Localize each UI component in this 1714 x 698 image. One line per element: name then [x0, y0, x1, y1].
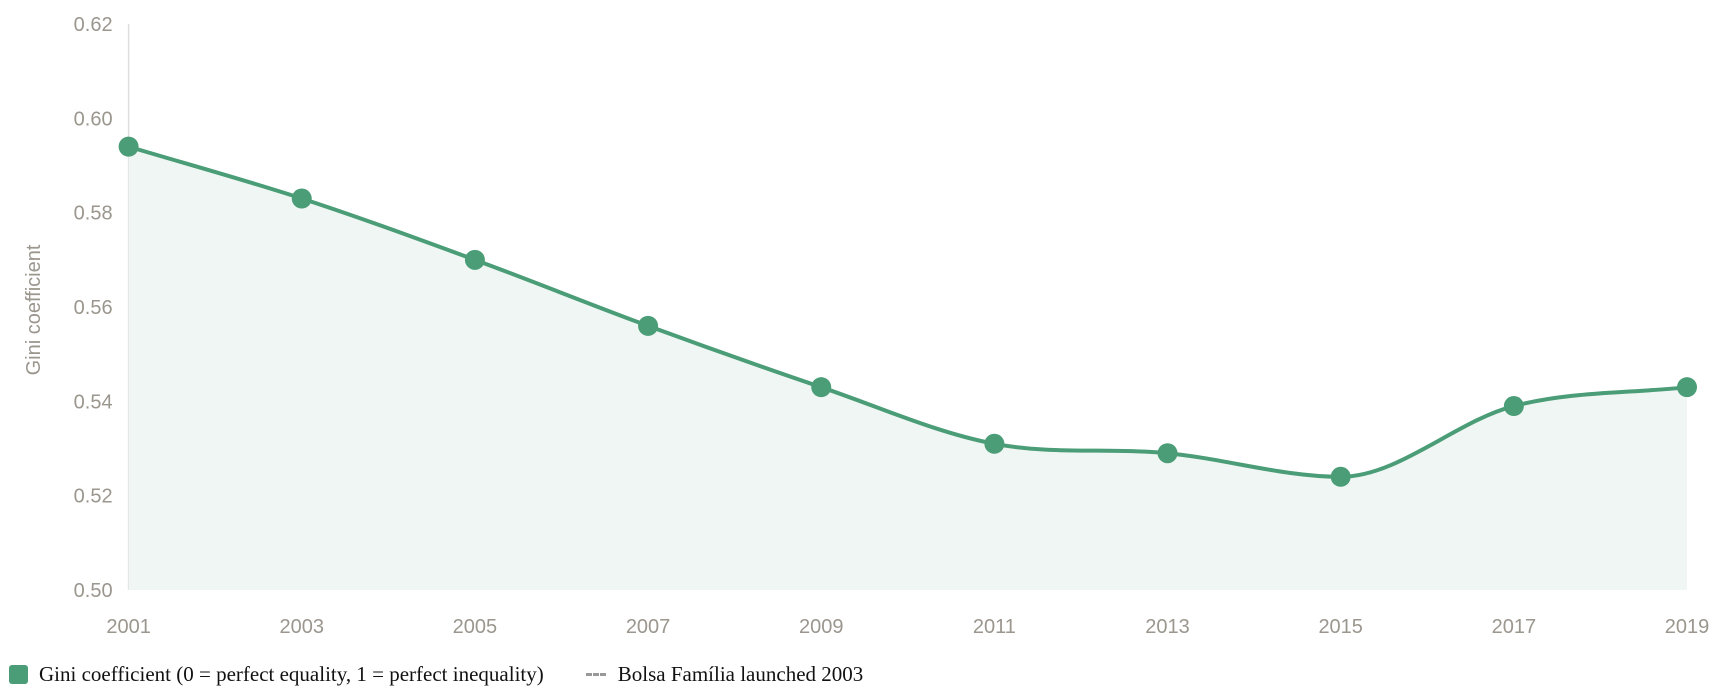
y-tick-label: 0.58: [74, 203, 113, 225]
data-point: [1330, 466, 1351, 487]
y-axis-label: Gini coefficient: [23, 244, 45, 375]
x-tick-label: 2017: [1492, 616, 1537, 638]
x-tick-label: 2007: [626, 616, 671, 638]
data-point: [638, 315, 659, 336]
data-point: [291, 188, 312, 209]
x-tick-label: 2015: [1318, 616, 1363, 638]
data-point: [1157, 443, 1178, 464]
legend: Gini coefficient (0 = perfect equality, …: [9, 662, 905, 687]
series-line: [128, 144, 1688, 479]
y-tick-label: 0.62: [74, 14, 113, 36]
data-point: [1677, 377, 1697, 398]
y-tick-label: 0.56: [74, 297, 113, 319]
area-fill: [128, 146, 1688, 590]
y-tick-label: 0.52: [74, 486, 113, 508]
y-tick-label: 0.54: [74, 391, 113, 413]
data-point: [984, 433, 1005, 454]
legend-item-gini[interactable]: Gini coefficient (0 = perfect equality, …: [9, 662, 544, 687]
legend-swatch: [9, 665, 28, 684]
dashed-line-icon: [585, 673, 606, 676]
x-tick-label: 2001: [106, 616, 151, 638]
data-point: [118, 136, 139, 157]
legend-label-bolsa: Bolsa Família launched 2003: [617, 662, 864, 686]
data-point: [811, 377, 832, 398]
x-tick-label: 2011: [973, 616, 1016, 638]
x-tick-label: 2013: [1145, 616, 1190, 638]
y-tick-label: 0.60: [74, 108, 113, 130]
y-tick-label: 0.50: [74, 580, 113, 602]
x-tick-label: 2005: [453, 616, 498, 638]
data-point: [464, 249, 485, 270]
x-tick-label: 2009: [799, 616, 844, 638]
legend-item-bolsa[interactable]: Bolsa Família launched 2003: [585, 662, 864, 687]
x-tick-label: 2019: [1665, 616, 1710, 638]
legend-label-gini: Gini coefficient (0 = perfect equality, …: [39, 662, 544, 686]
x-tick-label: 2003: [280, 616, 325, 638]
data-point: [1503, 396, 1524, 417]
